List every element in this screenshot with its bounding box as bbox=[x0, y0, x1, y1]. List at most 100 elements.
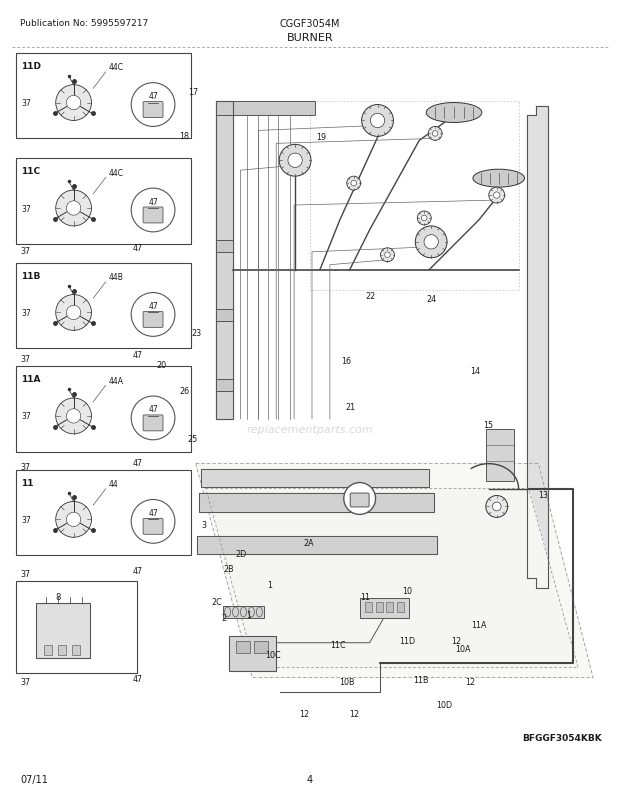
Circle shape bbox=[343, 483, 376, 515]
Circle shape bbox=[384, 253, 390, 258]
Text: 23: 23 bbox=[191, 329, 201, 338]
Text: 44C: 44C bbox=[108, 63, 123, 72]
Text: 2C: 2C bbox=[211, 597, 222, 606]
Bar bbox=[360, 598, 409, 618]
Text: 21: 21 bbox=[345, 403, 356, 412]
Text: 37: 37 bbox=[20, 354, 30, 363]
Text: 37: 37 bbox=[20, 462, 30, 471]
Circle shape bbox=[56, 191, 92, 227]
Text: 10C: 10C bbox=[265, 650, 281, 659]
Text: 2D: 2D bbox=[236, 549, 247, 559]
Text: 14: 14 bbox=[470, 367, 480, 375]
Bar bbox=[216, 310, 232, 322]
Bar bbox=[365, 602, 371, 612]
Text: 47: 47 bbox=[133, 459, 143, 468]
Circle shape bbox=[415, 227, 447, 258]
Text: 11C: 11C bbox=[330, 640, 345, 649]
Circle shape bbox=[131, 189, 175, 233]
Circle shape bbox=[56, 295, 92, 331]
Text: 37: 37 bbox=[21, 205, 31, 213]
Text: 37: 37 bbox=[21, 515, 31, 525]
Circle shape bbox=[66, 96, 81, 111]
Text: 37: 37 bbox=[20, 678, 30, 687]
Text: 2B: 2B bbox=[223, 564, 234, 573]
Text: 37: 37 bbox=[20, 246, 30, 256]
Polygon shape bbox=[196, 464, 593, 678]
Bar bbox=[36, 603, 91, 658]
Circle shape bbox=[370, 114, 384, 128]
Bar bbox=[486, 429, 513, 481]
Circle shape bbox=[288, 154, 303, 168]
Text: 12: 12 bbox=[465, 678, 475, 687]
Bar bbox=[386, 602, 394, 612]
Bar bbox=[216, 379, 232, 391]
Text: 47: 47 bbox=[133, 351, 143, 360]
FancyBboxPatch shape bbox=[143, 208, 163, 224]
Circle shape bbox=[494, 192, 500, 199]
Bar bbox=[16, 470, 191, 556]
Circle shape bbox=[131, 294, 175, 337]
Text: 10B: 10B bbox=[339, 678, 355, 687]
Text: 44B: 44B bbox=[108, 273, 123, 282]
Text: CGGF3054M: CGGF3054M bbox=[280, 19, 340, 29]
Text: 11B: 11B bbox=[413, 675, 428, 684]
Bar bbox=[16, 263, 191, 349]
Polygon shape bbox=[199, 493, 434, 512]
Text: 44: 44 bbox=[108, 480, 118, 488]
Circle shape bbox=[56, 399, 92, 435]
Circle shape bbox=[361, 105, 394, 137]
Circle shape bbox=[432, 132, 438, 137]
Text: 12: 12 bbox=[299, 709, 309, 719]
Text: 10: 10 bbox=[402, 586, 412, 595]
Bar bbox=[223, 606, 264, 618]
Circle shape bbox=[489, 188, 505, 204]
Circle shape bbox=[417, 212, 431, 225]
Text: 47: 47 bbox=[148, 302, 158, 310]
Bar bbox=[16, 159, 191, 245]
Bar bbox=[16, 54, 191, 140]
Circle shape bbox=[347, 177, 361, 191]
Circle shape bbox=[56, 502, 92, 537]
Circle shape bbox=[381, 249, 394, 262]
Text: 11: 11 bbox=[21, 478, 33, 487]
Circle shape bbox=[131, 500, 175, 544]
Circle shape bbox=[131, 83, 175, 128]
Text: 20: 20 bbox=[156, 361, 166, 370]
Text: 11A: 11A bbox=[21, 375, 40, 383]
Polygon shape bbox=[206, 489, 578, 668]
Text: 37: 37 bbox=[21, 309, 31, 318]
Circle shape bbox=[131, 396, 175, 440]
Text: 47: 47 bbox=[148, 197, 158, 206]
Text: 37: 37 bbox=[21, 99, 31, 108]
Circle shape bbox=[66, 201, 81, 216]
Text: 12: 12 bbox=[451, 636, 462, 645]
Bar bbox=[16, 367, 191, 452]
FancyBboxPatch shape bbox=[350, 493, 369, 508]
FancyBboxPatch shape bbox=[143, 519, 163, 535]
Circle shape bbox=[66, 409, 81, 423]
Bar bbox=[216, 101, 315, 116]
Text: 12: 12 bbox=[349, 709, 360, 719]
Circle shape bbox=[351, 181, 356, 187]
Text: 24: 24 bbox=[427, 294, 437, 303]
Text: 10D: 10D bbox=[436, 699, 453, 709]
Bar bbox=[397, 602, 404, 612]
Circle shape bbox=[422, 216, 427, 221]
Circle shape bbox=[56, 86, 92, 121]
Ellipse shape bbox=[426, 103, 482, 124]
Text: 8: 8 bbox=[56, 592, 61, 602]
Circle shape bbox=[279, 145, 311, 177]
Text: 1: 1 bbox=[267, 580, 272, 589]
Bar bbox=[376, 602, 383, 612]
FancyBboxPatch shape bbox=[143, 103, 163, 119]
Text: 25: 25 bbox=[188, 435, 198, 444]
Text: 37: 37 bbox=[20, 569, 30, 578]
Text: replacementparts.com: replacementparts.com bbox=[247, 424, 373, 435]
Text: 47: 47 bbox=[133, 566, 143, 575]
Text: 18: 18 bbox=[179, 132, 189, 140]
Text: Publication No: 5995597217: Publication No: 5995597217 bbox=[20, 19, 148, 28]
Text: 11D: 11D bbox=[21, 62, 41, 71]
FancyBboxPatch shape bbox=[143, 312, 163, 328]
Text: 47: 47 bbox=[148, 508, 158, 517]
Text: 11D: 11D bbox=[399, 636, 415, 645]
